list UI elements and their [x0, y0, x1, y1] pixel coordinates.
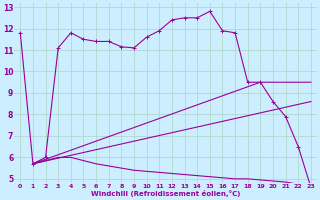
X-axis label: Windchill (Refroidissement éolien,°C): Windchill (Refroidissement éolien,°C): [91, 190, 240, 197]
